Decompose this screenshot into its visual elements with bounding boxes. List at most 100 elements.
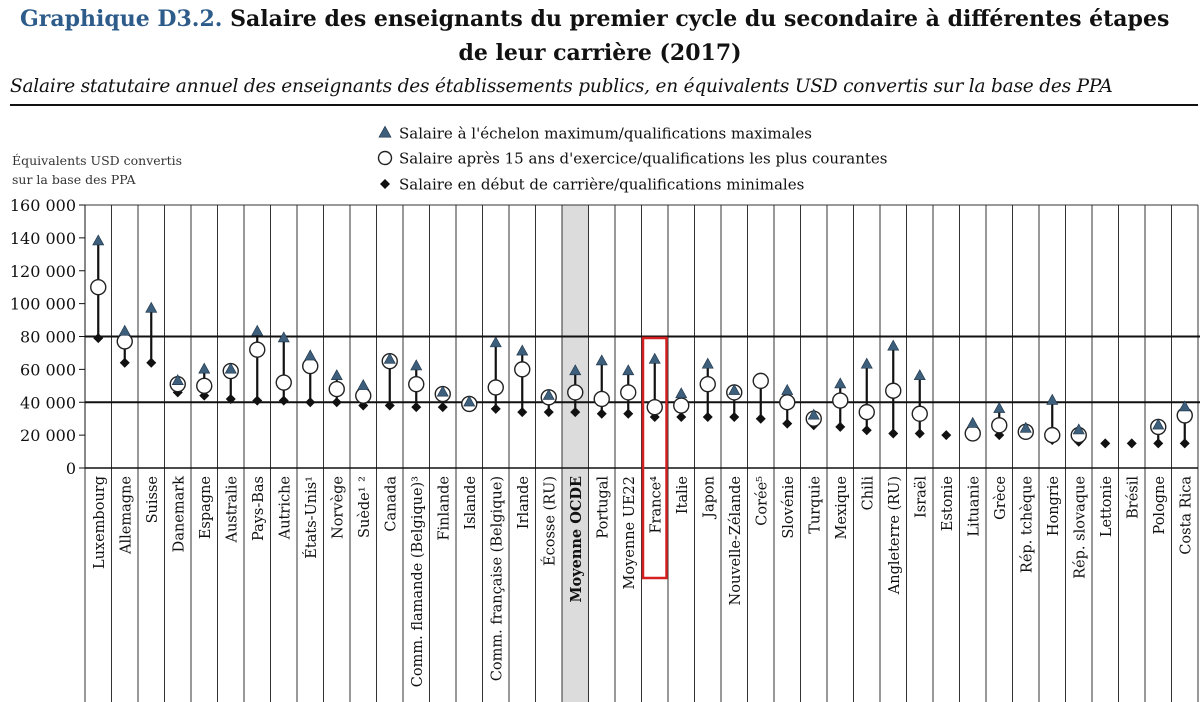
max-salary-marker	[781, 383, 794, 395]
max-salary-marker	[595, 354, 608, 366]
legend-triangle-icon	[378, 125, 392, 138]
legend-entry: Salaire après 15 ans d'exercice/qualific…	[377, 150, 887, 168]
max-salary-marker	[1152, 418, 1165, 430]
max-salary-marker	[330, 369, 343, 381]
category-marks	[779, 383, 796, 429]
title-text-part-1: Salaire des enseignants du premier cycle…	[230, 6, 1170, 32]
mid-salary-marker	[858, 403, 875, 421]
max-salary-marker	[410, 359, 423, 371]
category-marks	[832, 377, 849, 432]
min-salary-marker	[384, 400, 395, 411]
category-marks	[1100, 438, 1111, 449]
max-salary-marker	[383, 352, 396, 364]
x-tick-label: Rép. slovaque	[1072, 476, 1088, 579]
category-marks	[169, 374, 186, 398]
min-salary-marker	[490, 403, 501, 414]
category-marks	[540, 388, 557, 418]
max-salary-marker	[489, 336, 502, 348]
category-marks	[302, 349, 319, 408]
category-marks	[461, 395, 478, 413]
x-tick-label: Israël	[913, 476, 929, 518]
x-tick-label: Corée⁵	[754, 476, 770, 526]
mid-salary-marker	[408, 375, 425, 393]
x-tick-label: Slovénie	[781, 476, 797, 539]
mid-salary-marker	[779, 394, 796, 411]
x-tick-label: Écosse (RU)	[540, 476, 558, 566]
max-salary-marker	[92, 234, 105, 246]
x-tick-label: Comm. française (Belgique)	[489, 476, 505, 681]
category-marks	[858, 357, 875, 436]
mid-salary-marker	[1044, 426, 1061, 444]
max-salary-marker	[1019, 421, 1032, 433]
mid-salary-marker	[885, 382, 902, 399]
x-tick-label: Espagne	[198, 476, 214, 539]
y-axis-title-line: Équivalents USD convertis	[12, 153, 182, 168]
max-salary-marker	[277, 331, 290, 343]
min-salary-marker	[1100, 438, 1111, 449]
max-salary-marker	[357, 379, 370, 390]
min-salary-marker	[570, 407, 581, 418]
category-marks	[222, 362, 239, 404]
min-salary-marker	[702, 412, 713, 423]
y-axis-title-line: sur la base des PPA	[12, 172, 137, 187]
max-salary-marker	[648, 352, 661, 364]
max-salary-marker	[516, 344, 529, 356]
mid-salary-marker	[196, 377, 213, 395]
category-marks	[805, 408, 822, 431]
mid-salary-marker	[302, 357, 319, 375]
max-salary-marker	[728, 383, 741, 395]
x-tick-label: Suisse	[145, 476, 161, 523]
min-salary-marker	[411, 402, 422, 413]
min-salary-marker	[755, 413, 766, 424]
category-marks	[1070, 423, 1087, 447]
x-tick-label: Angleterre (RU)	[887, 476, 903, 595]
y-tick-label: 0	[66, 459, 76, 478]
min-salary-marker	[729, 412, 740, 423]
min-salary-marker	[888, 428, 899, 439]
mid-salary-marker	[328, 380, 345, 398]
max-salary-marker	[1072, 423, 1085, 435]
legend-entry: Salaire en début de carrière/qualificati…	[380, 176, 804, 194]
mid-salary-marker	[752, 372, 769, 390]
mid-salary-marker	[832, 392, 849, 409]
min-salary-marker	[941, 430, 952, 441]
x-tick-label: Japon	[701, 476, 717, 520]
category-marks	[964, 416, 981, 442]
max-salary-marker	[1178, 400, 1191, 412]
chart-subtitle: Salaire statutaire annuel des enseignant…	[10, 76, 1113, 97]
min-salary-marker	[835, 421, 846, 432]
legend-entry: Salaire à l'échelon maximum/qualificatio…	[378, 125, 812, 143]
mid-salary-marker	[567, 384, 584, 401]
category-marks	[275, 331, 292, 406]
max-salary-marker	[622, 364, 635, 376]
min-salary-marker	[305, 397, 316, 408]
x-tick-label: États-Unis¹	[302, 476, 320, 559]
category-marks	[1126, 438, 1137, 449]
min-salary-marker	[93, 333, 104, 344]
x-tick-label: Turquie	[807, 476, 823, 534]
category-marks	[249, 324, 266, 406]
min-salary-marker	[517, 407, 528, 418]
x-tick-label: Lituanie	[966, 476, 982, 537]
min-salary-marker	[543, 407, 554, 418]
x-tick-label: Lettonie	[1099, 476, 1115, 537]
category-marks	[567, 364, 584, 418]
x-tick-label: Allemagne	[118, 476, 134, 555]
category-marks	[1176, 400, 1193, 449]
min-salary-marker	[1153, 438, 1164, 449]
x-tick-label: Moyenne UE22	[622, 476, 638, 589]
x-tick-label: Chili	[860, 476, 876, 511]
data-marks	[90, 234, 1193, 449]
category-marks	[381, 352, 398, 411]
x-tick-label: Brésil	[1125, 476, 1141, 519]
max-salary-marker	[542, 388, 555, 400]
category-marks	[514, 344, 531, 418]
y-tick-label: 140 000	[10, 229, 76, 248]
min-salary-marker	[1179, 438, 1190, 449]
mid-salary-marker	[911, 405, 928, 422]
category-marks	[90, 234, 107, 344]
x-axis-labels: Luxembourg Allemagne Suisse Danemark Espagne…	[92, 476, 1195, 688]
min-salary-marker	[252, 395, 263, 406]
min-salary-marker	[782, 418, 793, 429]
oecd-average-band	[562, 205, 589, 702]
